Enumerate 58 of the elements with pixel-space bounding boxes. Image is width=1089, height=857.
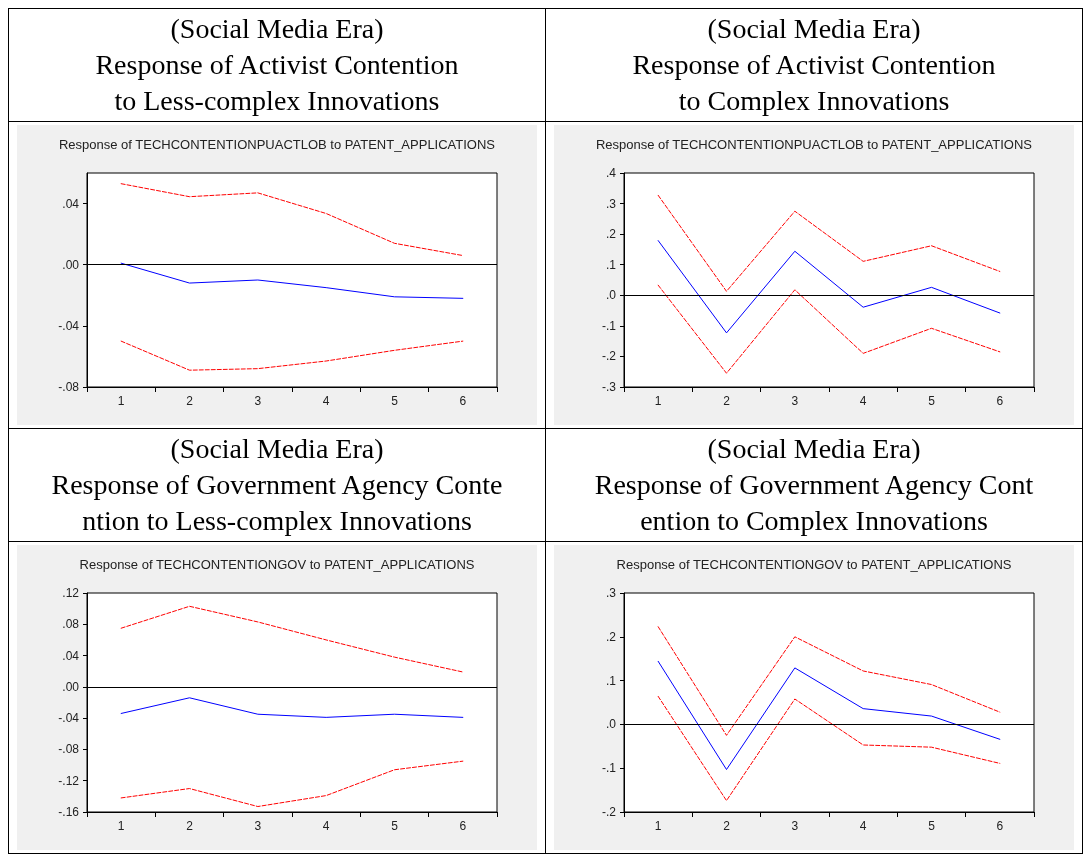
x-tick-label: 5: [928, 394, 936, 408]
y-tick-label: .4: [605, 166, 617, 180]
x-tick-label: 2: [186, 394, 194, 408]
y-tick-label: .2: [605, 629, 617, 644]
x-tick-label: 5: [391, 394, 399, 408]
x-tick-label: 6: [996, 394, 1004, 408]
x-tick-label: 1: [654, 819, 662, 833]
y-tick-label: .0: [605, 288, 617, 303]
y-tick-label: -.12: [58, 773, 80, 788]
chart-subtitle: Response of TECHCONTENTIONGOV to PATENT_APPLICATIONS: [79, 557, 475, 572]
y-tick-label: -.1: [601, 761, 617, 776]
x-tick-label: 2: [723, 394, 731, 408]
y-tick-label: .04: [62, 648, 80, 663]
y-tick-label: .08: [62, 617, 80, 632]
y-tick-label: -.08: [58, 742, 80, 757]
x-tick-label: 2: [186, 819, 194, 833]
chart-subtitle: Response of TECHCONTENTIONPUACTLOB to PATENT_APPLICATIONS: [595, 137, 1033, 152]
x-tick-label: 4: [859, 819, 867, 833]
chart-title: (Social Media Era) Response of Government Agency Conte ntion to Less-complex Innovations: [8, 428, 546, 542]
x-tick-label: 2: [723, 819, 731, 833]
x-tick-label: 6: [996, 819, 1004, 833]
y-tick-label: .0: [605, 717, 617, 732]
y-tick-label: -.04: [58, 711, 80, 726]
y-tick-label: .3: [605, 196, 617, 211]
x-tick-label: 6: [459, 394, 467, 408]
y-tick-label: -.16: [58, 805, 80, 819]
chart-title: (Social Media Era) Response of Activist Contention to Complex Innovations: [545, 8, 1083, 122]
y-tick-label: -.04: [58, 318, 80, 333]
chart-title: (Social Media Era) Response of Activist Contention to Less-complex Innovations: [8, 8, 546, 122]
y-tick-label: .00: [62, 257, 80, 272]
x-tick-label: 1: [117, 819, 125, 833]
y-tick-label: .3: [605, 586, 617, 600]
y-tick-label: .1: [605, 257, 617, 272]
x-tick-label: 6: [459, 819, 467, 833]
x-tick-label: 4: [322, 394, 330, 408]
x-tick-label: 4: [859, 394, 867, 408]
y-tick-label: .00: [62, 679, 80, 694]
x-tick-label: 5: [391, 819, 399, 833]
x-tick-label: 1: [654, 394, 662, 408]
x-tick-label: 4: [322, 819, 330, 833]
x-tick-label: 5: [928, 819, 936, 833]
y-tick-label: .04: [62, 196, 80, 211]
x-tick-label: 3: [254, 819, 262, 833]
y-tick-label: -.3: [601, 380, 617, 394]
y-tick-label: .12: [62, 586, 80, 600]
y-tick-label: .1: [605, 673, 617, 688]
y-tick-label: -.08: [58, 380, 80, 394]
y-tick-label: -.2: [601, 805, 617, 819]
chart-subtitle: Response of TECHCONTENTIONPUACTLOB to PATENT_APPLICATIONS: [58, 137, 496, 152]
y-tick-label: -.1: [601, 318, 617, 333]
y-tick-label: .2: [605, 227, 617, 242]
x-tick-label: 3: [791, 394, 799, 408]
x-tick-label: 1: [117, 394, 125, 408]
x-tick-label: 3: [791, 819, 799, 833]
x-tick-label: 3: [254, 394, 262, 408]
y-tick-label: -.2: [601, 349, 617, 364]
chart-title: (Social Media Era) Response of Government Agency Cont ention to Complex Innovations: [545, 428, 1083, 542]
chart-subtitle: Response of TECHCONTENTIONGOV to PATENT_APPLICATIONS: [616, 557, 1012, 572]
